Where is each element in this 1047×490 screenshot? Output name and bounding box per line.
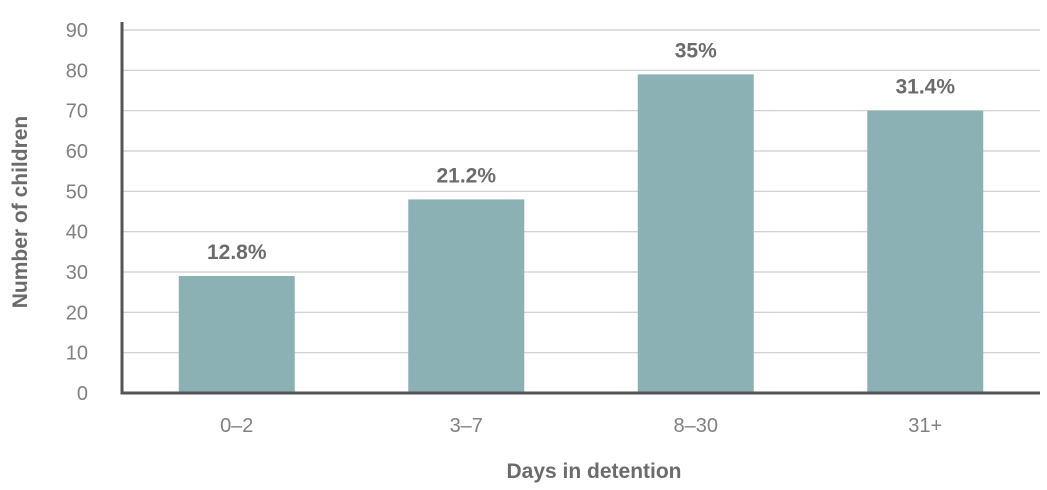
x-tick-label: 0–2 bbox=[220, 415, 253, 437]
x-tick-label: 3–7 bbox=[450, 415, 483, 437]
y-tick-label: 30 bbox=[66, 262, 88, 284]
bars bbox=[178, 74, 984, 394]
x-axis-title: Days in detention bbox=[506, 460, 681, 483]
bar bbox=[637, 74, 754, 393]
y-tick-labels: 0 10 20 30 40 50 60 70 80 90 bbox=[66, 20, 88, 405]
bar bbox=[408, 199, 525, 393]
axes bbox=[120, 22, 1040, 395]
y-tick-label: 10 bbox=[66, 343, 88, 365]
y-tick-label: 80 bbox=[66, 60, 88, 82]
bar bbox=[867, 110, 984, 394]
data-label: 12.8% bbox=[207, 241, 267, 264]
y-tick-label: 40 bbox=[66, 222, 88, 244]
bar bbox=[178, 276, 295, 393]
x-tick-labels: 0–2 3–7 8–30 31+ bbox=[220, 415, 942, 437]
data-label: 31.4% bbox=[895, 76, 955, 99]
data-label: 21.2% bbox=[436, 164, 496, 187]
y-tick-label: 20 bbox=[66, 302, 88, 324]
x-tick-label: 8–30 bbox=[674, 415, 719, 437]
data-label: 35% bbox=[675, 39, 717, 62]
y-tick-label: 50 bbox=[66, 181, 88, 203]
x-tick-label: 31+ bbox=[908, 415, 942, 437]
y-tick-label: 0 bbox=[77, 383, 88, 405]
y-axis-title: Number of children bbox=[9, 116, 32, 309]
data-labels: 12.8% 21.2% 35% 31.4% bbox=[207, 39, 955, 264]
y-tick-label: 70 bbox=[66, 101, 88, 123]
y-tick-label: 60 bbox=[66, 141, 88, 163]
y-tick-label: 90 bbox=[66, 20, 88, 42]
